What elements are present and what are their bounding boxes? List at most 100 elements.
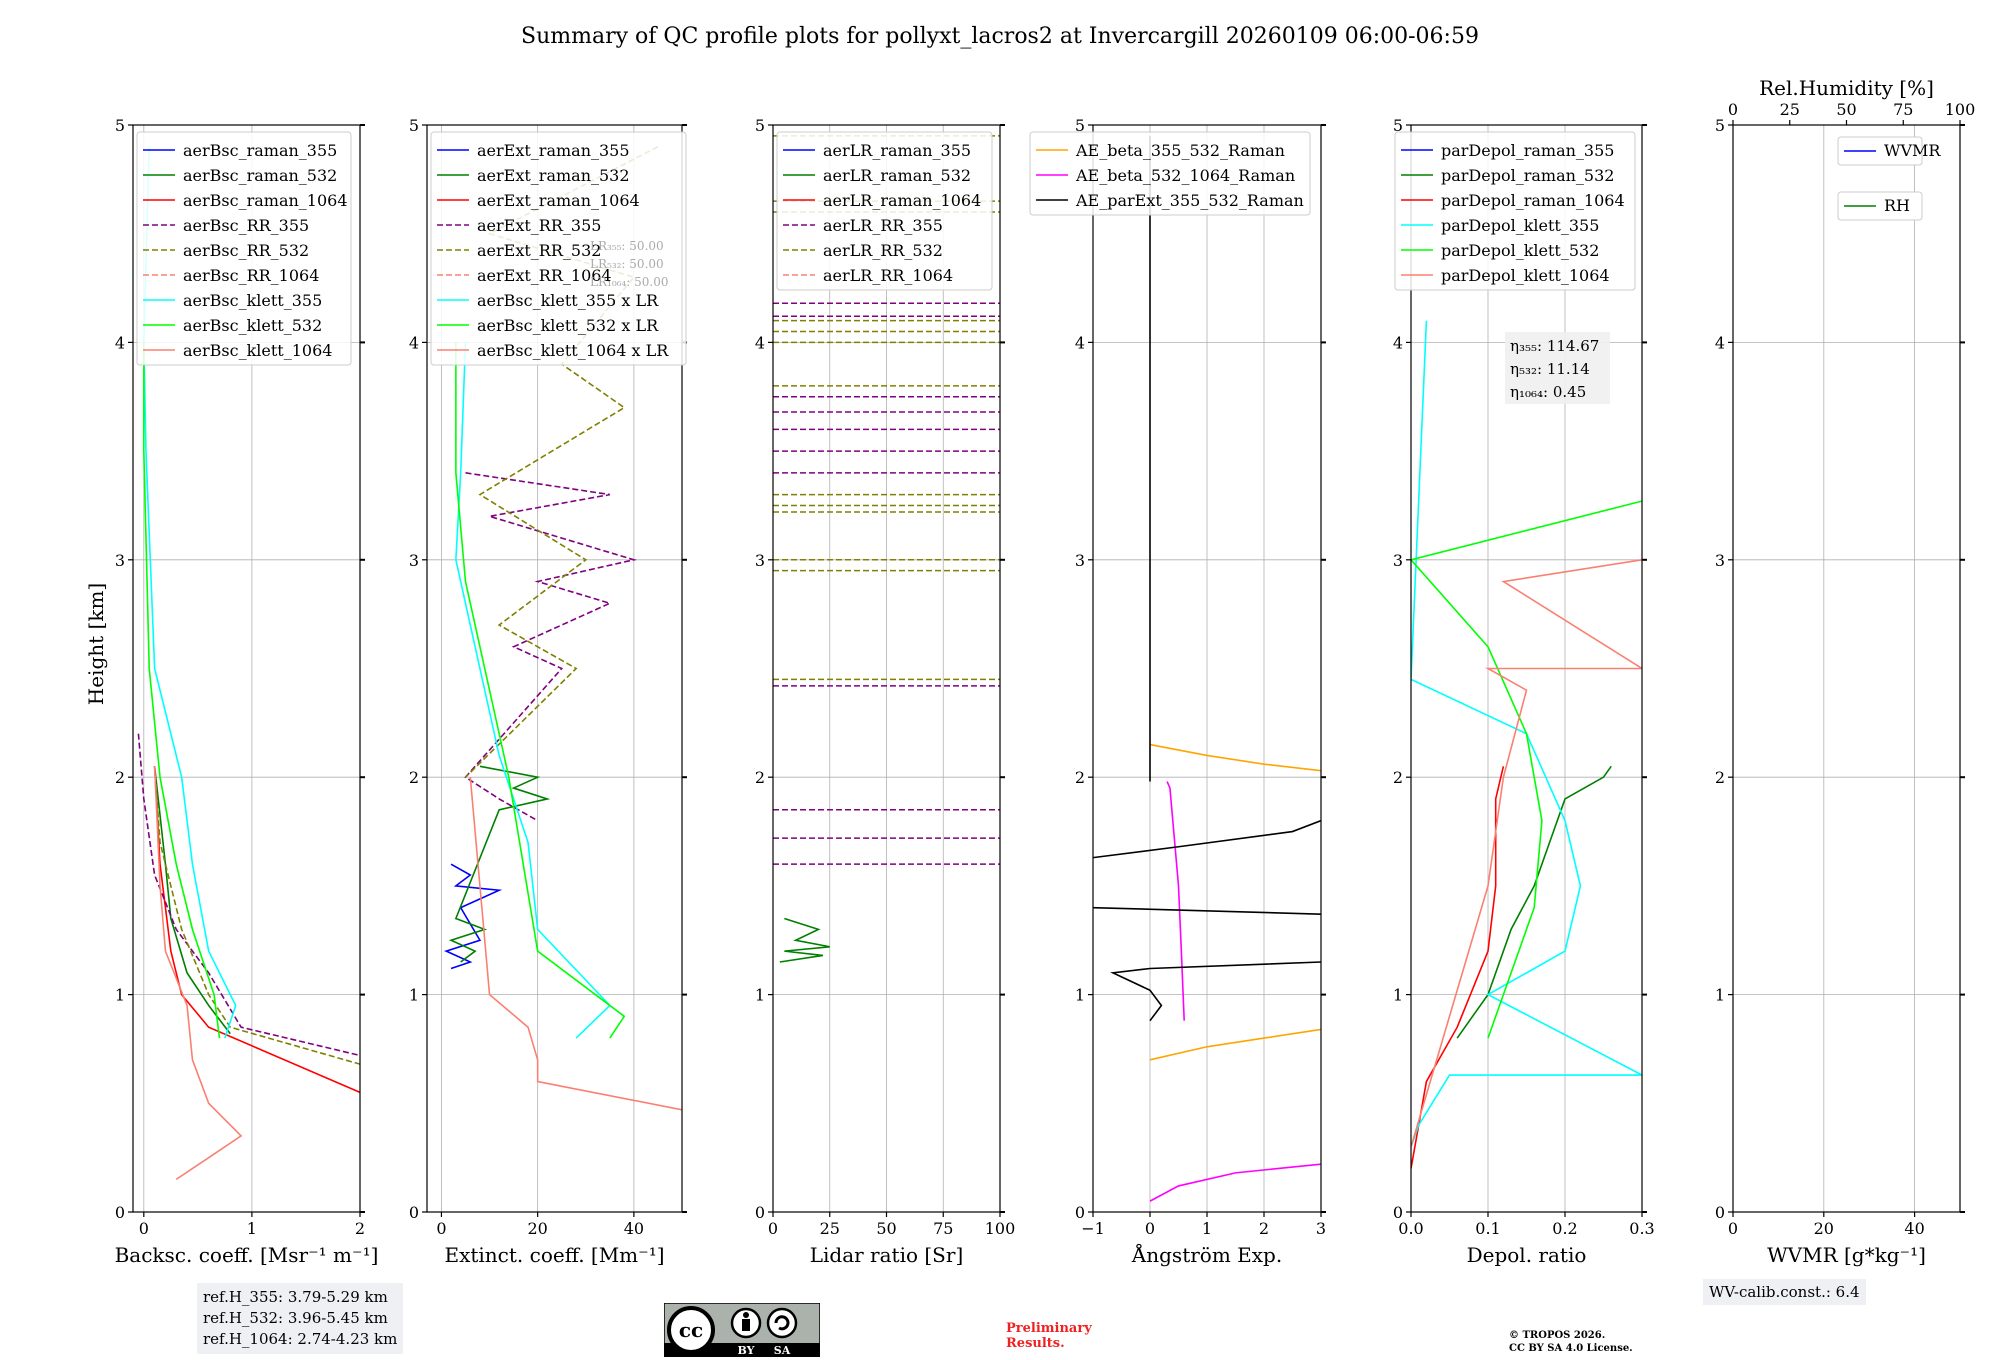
legend-label: aerBsc_RR_355: [183, 216, 309, 235]
legend-label: WVMR: [1884, 141, 1941, 160]
y-tick-label: 2: [409, 768, 419, 787]
legend-label: aerLR_raman_355: [823, 141, 971, 160]
axes-frame: [1410, 124, 1643, 1213]
copyright-line-1: © TROPOS 2026.: [1509, 1330, 1606, 1341]
y-tick-label: 3: [1075, 551, 1085, 570]
legend-label: parDepol_raman_355: [1441, 141, 1614, 160]
axes-frame: [1732, 124, 1961, 1213]
series-line-aerBsc_klett_532: [143, 342, 221, 1039]
annotation-text: LR₁₀₆₄: 50.00: [590, 275, 668, 289]
cc-by-label: BY: [738, 1344, 755, 1357]
y-tick-label: 4: [409, 333, 419, 352]
legend-label: aerLR_RR_1064: [823, 266, 953, 285]
series-group: [1411, 320, 1642, 1169]
legend-label: aerBsc_klett_532 x LR: [477, 316, 659, 335]
ref-height-532: ref.H_532: 3.96-5.45 km: [203, 1309, 388, 1327]
x-tick-label: −1: [1081, 1219, 1105, 1238]
y-tick-label: 0: [1393, 1203, 1403, 1222]
legend-label: aerBsc_raman_532: [183, 166, 337, 185]
y-tick-label: 4: [115, 333, 125, 352]
legend-label: parDepol_klett_1064: [1441, 266, 1610, 285]
x-tick-label: 25: [820, 1219, 840, 1238]
legend-box: [1837, 191, 1923, 221]
cc-sa-label: SA: [774, 1344, 791, 1357]
legend: aerLR_raman_355 aerLR_raman_532 aerLR_rama…: [776, 131, 993, 291]
y-tick-label: 5: [1393, 116, 1403, 135]
y-tick-label: 2: [1715, 768, 1725, 787]
y-tick-label: 0: [409, 1203, 419, 1222]
legend-label: aerExt_raman_532: [477, 166, 630, 185]
y-tick-label: 3: [409, 551, 419, 570]
x-axis-label: WVMR [g*kg⁻¹]: [1767, 1243, 1926, 1267]
series-line-aerBsc_klett_1064 x LR: [469, 777, 682, 1111]
copyright-note: © TROPOS 2026. CC BY SA 4.0 License.: [1509, 1329, 1633, 1355]
legend-label: parDepol_klett_532: [1441, 241, 1599, 260]
top-x-tick-label: 50: [1836, 100, 1856, 119]
copyright-line-2: CC BY SA 4.0 License.: [1509, 1343, 1633, 1354]
preliminary-line-2: Results.: [1006, 1336, 1065, 1351]
x-tick-label: 2: [355, 1219, 365, 1238]
series-line-aerBsc_RR_532: [153, 766, 360, 1065]
y-tick-label: 2: [1075, 768, 1085, 787]
x-tick-label: 40: [1904, 1219, 1924, 1238]
x-tick-label: 75: [933, 1219, 953, 1238]
y-tick-label: 0: [755, 1203, 765, 1222]
cc-by-sa-icon: cc BY SA: [664, 1303, 820, 1357]
legend-box: [1837, 136, 1923, 166]
legend-label: RH: [1884, 196, 1910, 215]
x-tick-label: 100: [985, 1219, 1016, 1238]
top-x-tick-label: 100: [1945, 100, 1976, 119]
y-tick-label: 3: [115, 551, 125, 570]
legend-label: aerBsc_klett_532: [183, 316, 322, 335]
y-tick-label: 4: [755, 333, 765, 352]
y-tick-label: 4: [1075, 333, 1085, 352]
legend-label: parDepol_raman_532: [1441, 166, 1614, 185]
annotation-text: LR₃₅₅: 50.00: [590, 239, 664, 253]
preliminary-line-1: Preliminary: [1006, 1321, 1092, 1336]
legend-label: aerExt_raman_1064: [477, 191, 640, 210]
legend-label: aerBsc_klett_1064: [183, 341, 332, 360]
x-tick-label: 0.3: [1629, 1219, 1654, 1238]
legend-label: parDepol_klett_355: [1441, 216, 1599, 235]
legend-box: [1029, 131, 1311, 216]
y-tick-label: 5: [1075, 116, 1085, 135]
figure-title: Summary of QC profile plots for pollyxt_…: [521, 24, 1479, 49]
top-x-tick-label: 75: [1893, 100, 1913, 119]
annotation-box: [1505, 332, 1610, 404]
x-tick-label: 2: [1259, 1219, 1269, 1238]
y-tick-label: 0: [1075, 1203, 1085, 1222]
top-x-tick-label: 25: [1780, 100, 1800, 119]
legend-label: aerBsc_raman_1064: [183, 191, 348, 210]
axes-frame: [426, 124, 683, 1213]
series-line-AE_beta_355_532_Raman-2: [1149, 1028, 1321, 1061]
annotation-text: η₁₀₆₄: 0.45: [1510, 383, 1586, 401]
y-tick-label: 5: [115, 116, 125, 135]
legend-box: [430, 131, 687, 366]
y-tick-label: 2: [115, 768, 125, 787]
series-line-AE_beta_532_1064_Raman-2: [1149, 1163, 1321, 1202]
y-tick-label: 4: [1393, 333, 1403, 352]
y-tick-label: 5: [409, 116, 419, 135]
annotation-group: LR₃₅₅: 50.00 LR₅₃₂: 50.00 LR₁₀₆₄: 50.00: [590, 239, 668, 289]
y-tick-label: 3: [1715, 551, 1725, 570]
x-axis-label: Ångström Exp.: [1131, 1242, 1282, 1267]
panel-lr: 0 25 50 75 100 0 1 2 3 4 5 Lidar ratio [Sr] aerLR_ra…: [755, 116, 1015, 1267]
x-axis-label: Extinct. coeff. [Mm⁻¹]: [444, 1243, 664, 1267]
x-tick-label: 40: [624, 1219, 644, 1238]
series-line-aerBsc_klett_532 x LR: [455, 342, 626, 1039]
series-line-aerBsc_raman_1064: [153, 766, 360, 1094]
legend-label: parDepol_raman_1064: [1441, 191, 1625, 210]
y-tick-label: 3: [1393, 551, 1403, 570]
y-tick-label: 1: [409, 986, 419, 1005]
svg-text:cc: cc: [679, 1318, 703, 1342]
legend-label: AE_beta_532_1064_Raman: [1075, 166, 1295, 185]
legend-label: aerLR_raman_1064: [823, 191, 981, 210]
series-segment-AE_parExt_355_532_Raman: [1110, 961, 1321, 1022]
ref-height-1064: ref.H_1064: 2.74-4.23 km: [203, 1330, 398, 1348]
x-tick-label: 0: [436, 1219, 446, 1238]
x-tick-label: 3: [1316, 1219, 1326, 1238]
legend-label: aerLR_raman_532: [823, 166, 971, 185]
y-tick-label: 2: [1393, 768, 1403, 787]
